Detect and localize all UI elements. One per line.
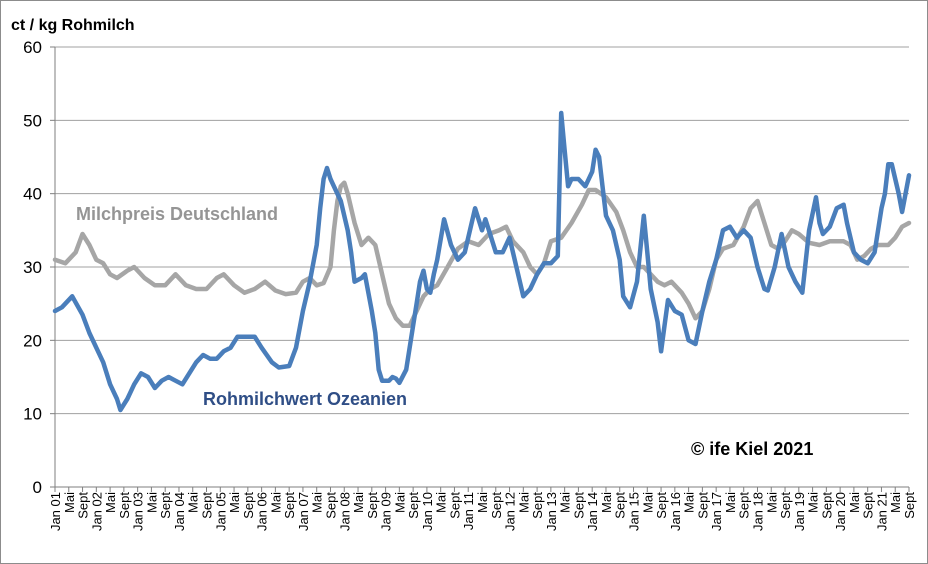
x-tick-label: Sept — [323, 492, 338, 519]
x-tick-label: Jan 10 — [420, 492, 435, 531]
x-tick-label: Sept — [819, 492, 834, 519]
x-tick-label: Mai — [310, 492, 325, 513]
x-tick-label: Jan 15 — [627, 492, 642, 531]
y-axis-unit-label: ct / kg Rohmilch — [11, 17, 135, 34]
label-milchpreis-deutschland: Milchpreis Deutschland — [76, 204, 278, 224]
x-tick-label: Mai — [103, 492, 118, 513]
x-tick-label: Sept — [365, 492, 380, 519]
x-tick-label: Mai — [351, 492, 366, 513]
x-tick-label: Mai — [806, 492, 821, 513]
x-tick-label: Jan 17 — [709, 492, 724, 531]
x-tick-label: Sept — [902, 492, 917, 519]
x-tick-label: Jan 20 — [833, 492, 848, 531]
x-tick-label: Jan 02 — [89, 492, 104, 531]
x-tick-label: Mai — [888, 492, 903, 513]
x-tick-label: Sept — [117, 492, 132, 519]
x-tick-label: Mai — [392, 492, 407, 513]
x-tick-label: Mai — [682, 492, 697, 513]
x-tick-label: Mai — [640, 492, 655, 513]
y-tick-label: 60 — [23, 38, 42, 57]
x-tick-label: Mai — [186, 492, 201, 513]
x-tick-label: Sept — [489, 492, 504, 519]
x-tick-label: Sept — [737, 492, 752, 519]
x-tick-label: Sept — [158, 492, 173, 519]
x-tick-label: Jan 11 — [461, 492, 476, 530]
x-tick-label: Jan 19 — [792, 492, 807, 531]
x-tick-label: Mai — [434, 492, 449, 513]
gridlines — [55, 46, 909, 488]
x-tick-label: Sept — [76, 492, 91, 519]
x-tick-label: Jan 08 — [337, 492, 352, 531]
x-tick-label: Sept — [695, 492, 710, 519]
x-tick-label: Jan 01 — [48, 492, 63, 531]
x-tick-label: Jan 13 — [544, 492, 559, 531]
x-tick-label: Jan 14 — [585, 492, 600, 531]
x-tick-label: Mai — [599, 492, 614, 513]
x-tick-label: Mai — [62, 492, 77, 513]
x-tick-label: Mai — [847, 492, 862, 513]
x-tick-label: Mai — [516, 492, 531, 513]
x-tick-label: Sept — [447, 492, 462, 519]
x-tick-label: Jan 12 — [503, 492, 518, 531]
x-tick-label: Mai — [227, 492, 242, 513]
x-tick-label: Mai — [558, 492, 573, 513]
x-tick-label: Sept — [571, 492, 586, 519]
x-tick-label: Sept — [654, 492, 669, 519]
x-tick-label: Mai — [475, 492, 490, 513]
x-tick-label: Sept — [241, 492, 256, 519]
y-tick-label: 50 — [23, 111, 42, 130]
label-rohmilchwert-ozeanien: Rohmilchwert Ozeanien — [203, 389, 407, 409]
x-tick-label: Sept — [861, 492, 876, 519]
x-tick-label: Jan 18 — [750, 492, 765, 531]
x-tick-label: Sept — [613, 492, 628, 519]
y-tick-label: 30 — [23, 258, 42, 277]
x-tick-label: Jan 07 — [296, 492, 311, 531]
y-tick-label: 0 — [33, 478, 42, 497]
x-tick-label: Jan 06 — [255, 492, 270, 531]
y-tick-label: 40 — [23, 185, 42, 204]
x-tick-label: Jan 21 — [874, 492, 889, 531]
x-tick-label: Mai — [144, 492, 159, 513]
x-tick-label: Sept — [778, 492, 793, 519]
series-line-rohmilchwert-ozeanien — [52, 110, 912, 413]
copyright-note: © ife Kiel 2021 — [691, 439, 813, 459]
x-tick-label: Mai — [723, 492, 738, 513]
series-lines — [52, 110, 912, 413]
y-tick-label: 10 — [23, 405, 42, 424]
x-tick-label: Sept — [282, 492, 297, 519]
x-tick-label: Jan 16 — [668, 492, 683, 531]
x-tick-label: Jan 05 — [213, 492, 228, 531]
y-tick-label: 20 — [23, 331, 42, 350]
x-tick-label: Sept — [530, 492, 545, 519]
x-tick-label: Jan 03 — [131, 492, 146, 531]
x-tick-label: Sept — [406, 492, 421, 519]
y-axis-ticks: 0 10 20 30 40 50 60 — [23, 38, 55, 497]
x-tick-label: Mai — [764, 492, 779, 513]
x-tick-label: Jan 09 — [379, 492, 394, 531]
x-tick-label: Mai — [268, 492, 283, 513]
x-tick-label: Sept — [200, 492, 215, 519]
x-tick-label: Jan 04 — [172, 492, 187, 531]
